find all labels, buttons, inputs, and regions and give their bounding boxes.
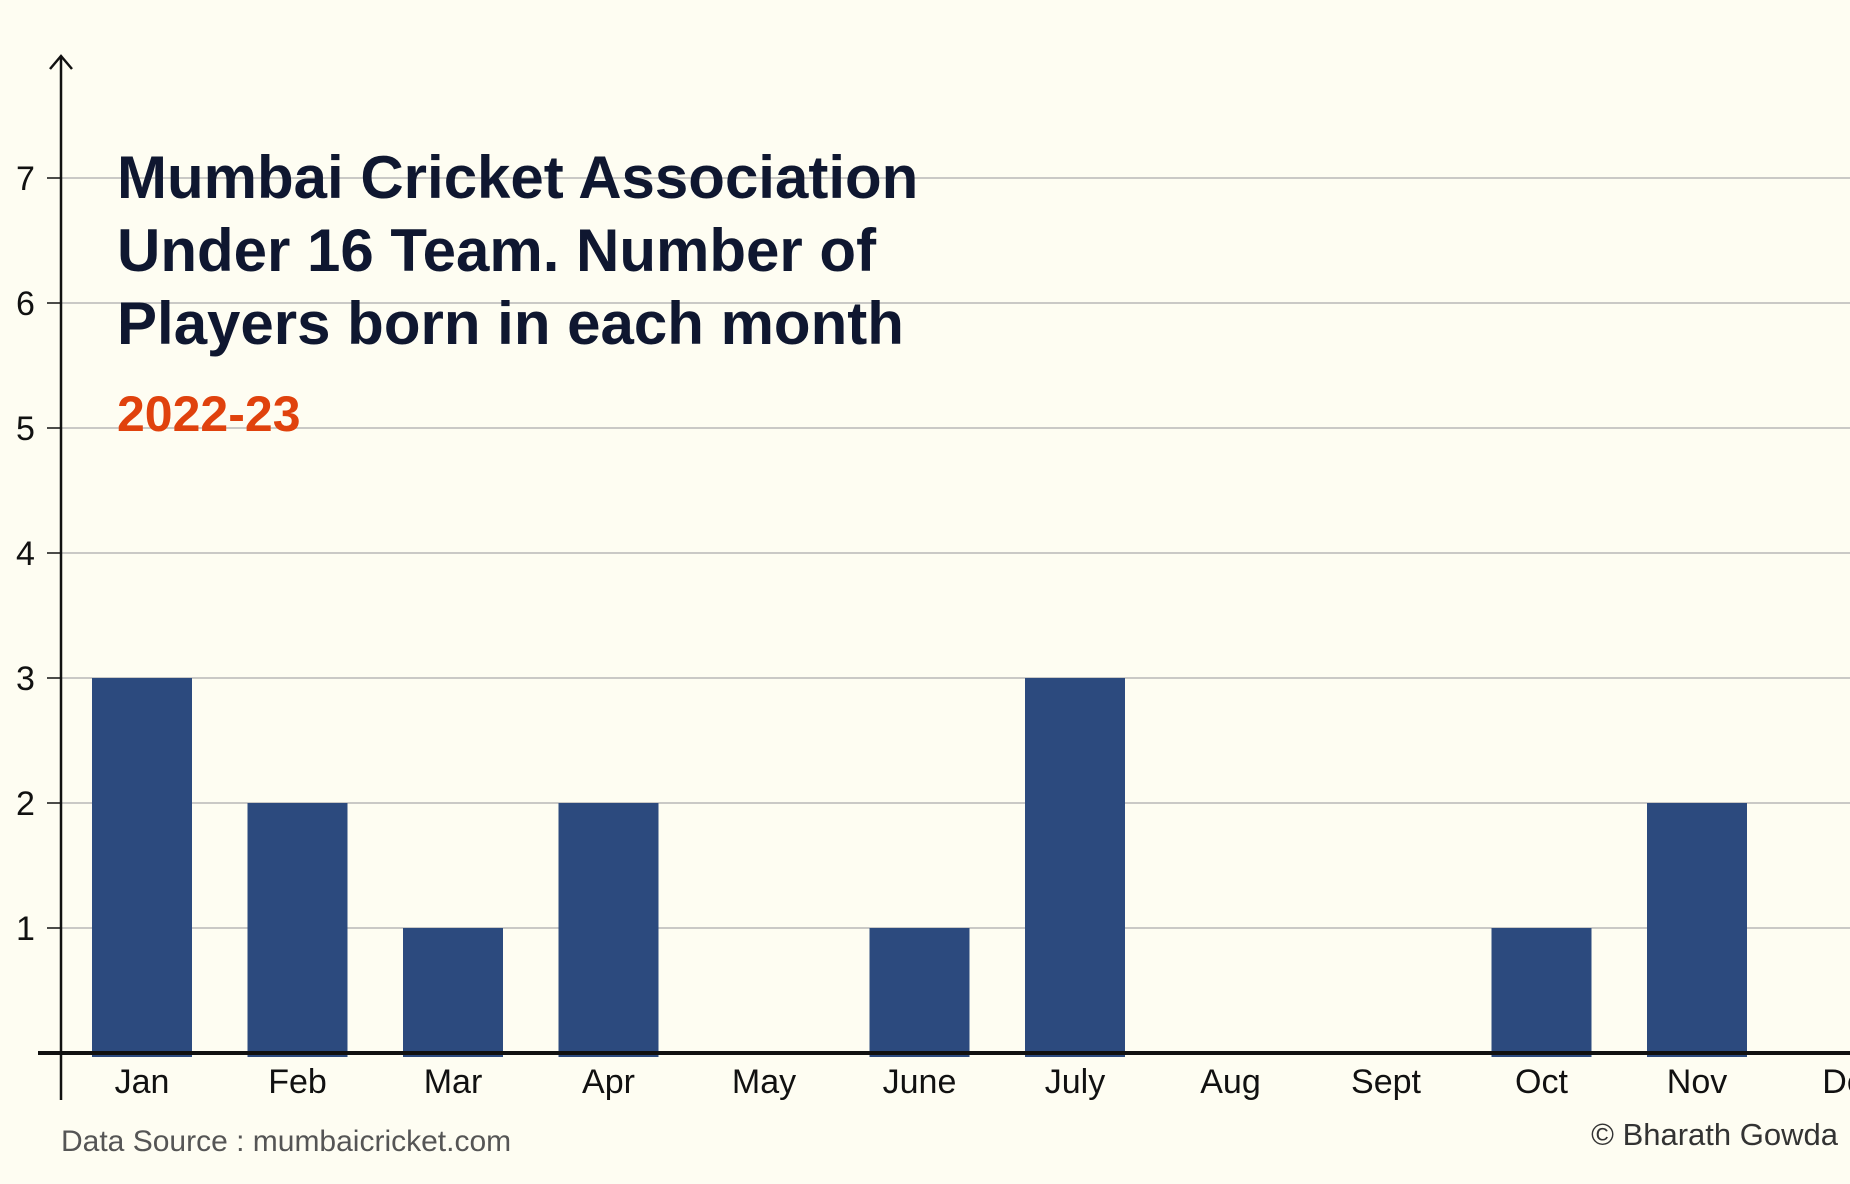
- y-tick-label-5: 5: [16, 410, 35, 448]
- title-line-3: Players born in each month: [117, 290, 904, 357]
- bar-apr: [558, 803, 659, 1057]
- bar-june: [869, 928, 970, 1057]
- bar-oct: [1491, 928, 1592, 1057]
- x-tick-labels: Jan Feb Mar Apr May June July Aug Sept Oct Nov Dec: [115, 1063, 1850, 1101]
- title-line-2: Under 16 Team. Number of: [117, 217, 877, 284]
- data-source-note: Data Source : mumbaicricket.com: [61, 1125, 511, 1158]
- y-tick-label-3: 3: [16, 660, 35, 698]
- x-tick-label-nov: Nov: [1667, 1063, 1727, 1101]
- y-tick-label-1: 1: [16, 910, 35, 948]
- x-tick-label-dec: Dec: [1822, 1063, 1850, 1101]
- bars: [92, 678, 1747, 1057]
- x-tick-label-may: May: [732, 1063, 796, 1101]
- x-tick-label-apr: Apr: [582, 1063, 635, 1101]
- bar-mar: [403, 928, 503, 1057]
- chart-title: Mumbai Cricket Association Under 16 Team…: [117, 144, 918, 357]
- title-line-1: Mumbai Cricket Association: [117, 144, 918, 211]
- bar-nov: [1647, 803, 1747, 1057]
- grid-lines: [47, 177, 1850, 929]
- x-tick-label-mar: Mar: [424, 1063, 483, 1101]
- x-tick-label-feb: Feb: [268, 1063, 327, 1101]
- axes: [38, 54, 1850, 1100]
- y-tick-label-2: 2: [16, 785, 35, 823]
- y-tick-label-7: 7: [16, 160, 35, 198]
- y-tick-label-4: 4: [16, 535, 35, 573]
- x-tick-label-sept: Sept: [1351, 1063, 1421, 1101]
- bar-july: [1025, 678, 1125, 1057]
- bar-feb: [247, 803, 348, 1057]
- y-axis-arrow-icon: [49, 54, 73, 70]
- x-tick-label-jan: Jan: [115, 1063, 170, 1101]
- bar-jan: [92, 678, 192, 1057]
- x-tick-label-june: June: [883, 1063, 957, 1101]
- x-tick-label-july: July: [1045, 1063, 1105, 1101]
- x-tick-label-oct: Oct: [1515, 1063, 1568, 1101]
- author-credit: © Bharath Gowda: [1591, 1117, 1839, 1152]
- y-tick-labels: 1 2 3 4 5 6 7: [16, 160, 35, 948]
- x-tick-label-aug: Aug: [1200, 1063, 1261, 1101]
- y-tick-label-6: 6: [16, 285, 35, 323]
- chart-subtitle: 2022-23: [117, 386, 301, 442]
